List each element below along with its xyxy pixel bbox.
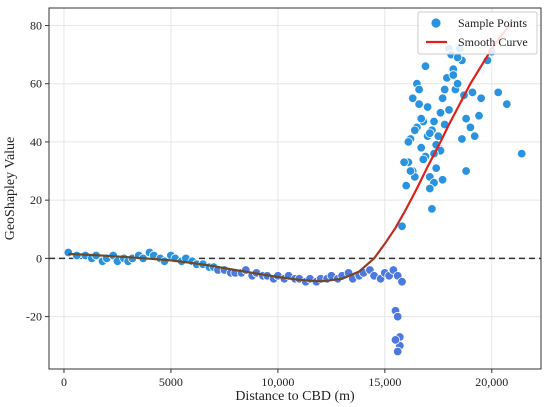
sample-point bbox=[502, 99, 512, 109]
grid bbox=[49, 8, 541, 369]
sample-point bbox=[444, 105, 454, 115]
sample-point bbox=[425, 128, 435, 138]
y-tick-label: 60 bbox=[30, 77, 42, 91]
sample-point bbox=[435, 108, 446, 118]
sample-point bbox=[427, 204, 437, 214]
y-tick-label: 20 bbox=[30, 193, 42, 207]
x-axis-label: Distance to CBD (m) bbox=[235, 389, 355, 404]
sample-point bbox=[474, 110, 484, 121]
sample-point bbox=[431, 163, 441, 173]
y-axis-ticks: -20 0 20 40 60 80 bbox=[26, 18, 49, 324]
sample-point bbox=[414, 84, 424, 95]
sample-point bbox=[393, 311, 403, 322]
sample-point bbox=[493, 87, 503, 98]
sample-point bbox=[405, 166, 416, 176]
x-axis-ticks: 0 5000 10,000 15,000 20,000 bbox=[61, 369, 508, 389]
sample-point bbox=[457, 134, 467, 144]
sample-point bbox=[399, 157, 409, 168]
sample-point bbox=[393, 346, 403, 357]
sample-point bbox=[440, 84, 450, 95]
sample-point bbox=[397, 221, 407, 232]
y-tick-label: 40 bbox=[30, 135, 42, 149]
sample-point bbox=[401, 180, 411, 191]
sample-point bbox=[467, 87, 478, 98]
sample-point bbox=[429, 116, 439, 127]
sample-point bbox=[470, 131, 480, 141]
sample-point bbox=[461, 166, 471, 176]
smooth-curve-line bbox=[68, 20, 515, 283]
y-tick-label: 0 bbox=[36, 251, 42, 265]
y-axis-label: GeoShapley Value bbox=[3, 137, 18, 241]
plot-frame bbox=[48, 7, 542, 370]
sample-point bbox=[418, 154, 429, 165]
x-tick-label: 10,000 bbox=[261, 375, 294, 389]
sample-point bbox=[414, 99, 424, 109]
legend-label-smooth-curve: Smooth Curve bbox=[458, 35, 528, 49]
sample-point bbox=[416, 113, 426, 124]
sample-point bbox=[416, 142, 426, 153]
sample-point bbox=[420, 61, 431, 71]
legend-label-sample-points: Sample Points bbox=[458, 16, 527, 30]
x-tick-label: 20,000 bbox=[475, 375, 508, 389]
sample-point bbox=[422, 102, 433, 112]
sample-point bbox=[465, 122, 476, 133]
sample-points bbox=[63, 44, 527, 357]
sample-point bbox=[410, 125, 420, 136]
sample-point bbox=[403, 137, 414, 147]
sample-point bbox=[437, 175, 448, 185]
sample-point bbox=[476, 93, 486, 104]
sample-point bbox=[448, 70, 459, 80]
sample-point bbox=[437, 93, 448, 104]
sample-point bbox=[397, 277, 407, 287]
sample-point bbox=[390, 335, 401, 345]
x-tick-label: 15,000 bbox=[368, 375, 401, 389]
y-tick-label: -20 bbox=[26, 310, 42, 324]
sample-point bbox=[63, 247, 74, 258]
y-tick-label: 80 bbox=[30, 18, 42, 32]
sample-point bbox=[452, 78, 463, 89]
x-tick-label: 0 bbox=[61, 375, 67, 389]
sample-point bbox=[517, 148, 527, 159]
legend-box bbox=[417, 11, 538, 55]
legend-marker-sample-points bbox=[430, 17, 442, 29]
sample-point bbox=[425, 183, 435, 194]
legend: Sample Points Smooth Curve bbox=[417, 11, 538, 55]
x-tick-label: 5000 bbox=[159, 375, 183, 389]
sample-point bbox=[408, 93, 418, 104]
sample-point bbox=[461, 113, 471, 124]
